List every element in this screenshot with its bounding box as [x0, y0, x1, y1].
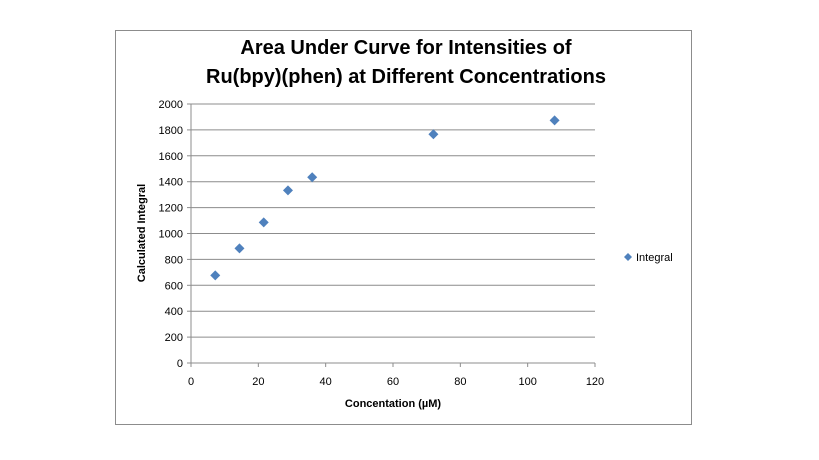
y-tick-label: 800: [165, 254, 183, 266]
data-point: [307, 172, 318, 183]
x-tick-label: 20: [252, 376, 264, 388]
y-tick-label: 1600: [159, 151, 183, 163]
x-tick-label: 60: [387, 376, 399, 388]
y-tick-label: 1200: [159, 203, 183, 215]
data-point: [258, 217, 269, 228]
x-tick-label: 40: [320, 376, 332, 388]
chart-frame: [115, 30, 692, 425]
y-tick-label: 2000: [159, 99, 183, 111]
chart-title-line: Area Under Curve for Intensities of: [240, 37, 572, 59]
legend-marker-icon: [624, 253, 632, 261]
x-tick-label: 80: [454, 376, 466, 388]
y-tick-label: 1800: [159, 125, 183, 137]
y-tick-label: 200: [165, 332, 183, 344]
data-point: [210, 270, 221, 281]
y-tick-label: 1000: [159, 229, 183, 241]
y-tick-label: 0: [177, 358, 183, 370]
x-axis-label: Concentation (µM): [345, 398, 441, 410]
y-tick-label: 1400: [159, 177, 183, 189]
data-point: [549, 115, 560, 126]
x-tick-label: 100: [518, 376, 536, 388]
data-point: [234, 243, 245, 254]
data-point: [428, 129, 439, 140]
data-point: [282, 185, 293, 196]
y-tick-label: 400: [165, 306, 183, 318]
chart-title-line: Ru(bpy)(phen) at Different Concentration…: [206, 66, 606, 88]
y-axis-label: Calculated Integral: [136, 184, 148, 282]
x-tick-label: 0: [188, 376, 194, 388]
x-tick-label: 120: [586, 376, 604, 388]
y-tick-label: 600: [165, 280, 183, 292]
legend-label: Integral: [636, 252, 673, 264]
